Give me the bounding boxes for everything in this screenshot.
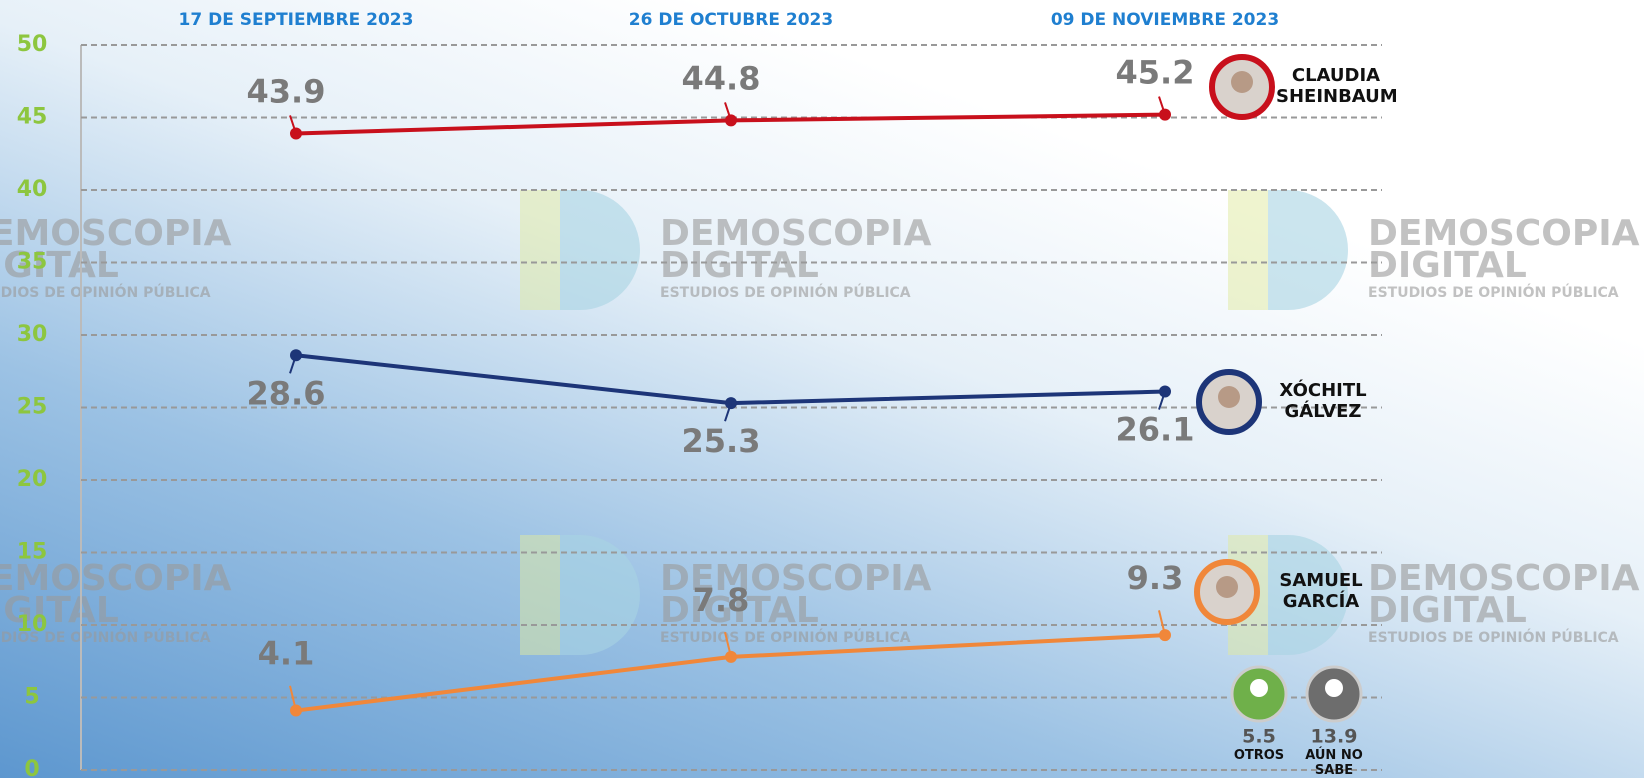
y-tick-label: 10 [17,612,48,637]
watermark-tagline: ESTUDIOS DE OPINIÓN PÚBLICA [1368,283,1619,301]
y-tick-label: 30 [17,322,48,347]
legend-label: XÓCHITL GÁLVEZ [1263,380,1383,422]
value-label: 43.9 [247,72,326,110]
value-label: 44.8 [682,59,761,97]
candidate-face [1231,71,1253,93]
chart: DEMOSCOPIADIGITALESTUDIOS DE OPINIÓN PÚB… [0,0,1644,778]
other-value: 13.9 [1311,726,1358,748]
y-tick-label: 50 [17,32,48,57]
watermark-tagline: ESTUDIOS DE OPINIÓN PÚBLICA [660,628,911,646]
value-label: 4.1 [258,635,315,673]
logo-d [1268,190,1348,310]
logo-block [520,190,560,310]
logo-block [1228,190,1268,310]
value-label: 7.8 [693,581,750,619]
watermark-line2: DIGITAL [1368,245,1527,286]
other-label: AÚN NO SABE [1299,748,1369,778]
watermark-tagline: ESTUDIOS DE OPINIÓN PÚBLICA [1368,628,1619,646]
candidate-face [1218,386,1240,408]
y-tick-label: 20 [17,467,48,492]
logo-d [560,190,640,310]
y-tick-label: 40 [17,177,48,202]
value-label: 9.3 [1127,559,1184,597]
value-label: 25.3 [682,422,761,460]
legend-label: CLAUDIA SHEINBAUM [1276,65,1396,107]
watermark-tagline: ESTUDIOS DE OPINIÓN PÚBLICA [660,283,911,301]
watermark-line2: DIGITAL [1368,590,1527,631]
y-tick-label: 15 [17,540,48,565]
y-tick-label: 45 [17,105,48,130]
y-tick-label: 0 [24,757,39,778]
series-line [296,355,1165,403]
watermark-line2: DIGITAL [660,245,819,286]
other-label: OTROS [1224,748,1294,763]
value-label: 45.2 [1116,54,1195,92]
legend-label: SAMUEL GARCÍA [1261,570,1381,612]
y-tick-label: 5 [24,685,39,710]
other-value: 5.5 [1242,726,1276,748]
other-icon-glyph [1325,679,1343,697]
chart-page: DEMOSCOPIADIGITALESTUDIOS DE OPINIÓN PÚB… [0,0,1644,778]
value-label: 26.1 [1116,411,1195,449]
y-tick-label: 25 [17,395,48,420]
candidate-face [1216,576,1238,598]
x-tick-label: 26 DE OCTUBRE 2023 [629,10,833,30]
watermark-tagline: ESTUDIOS DE OPINIÓN PÚBLICA [0,283,211,301]
y-tick-label: 35 [17,250,48,275]
other-icon-glyph [1250,679,1268,697]
series-line [296,635,1165,710]
x-tick-label: 09 DE NOVIEMBRE 2023 [1051,10,1279,30]
x-tick-label: 17 DE SEPTIEMBRE 2023 [179,10,414,30]
value-label: 28.6 [247,374,326,412]
